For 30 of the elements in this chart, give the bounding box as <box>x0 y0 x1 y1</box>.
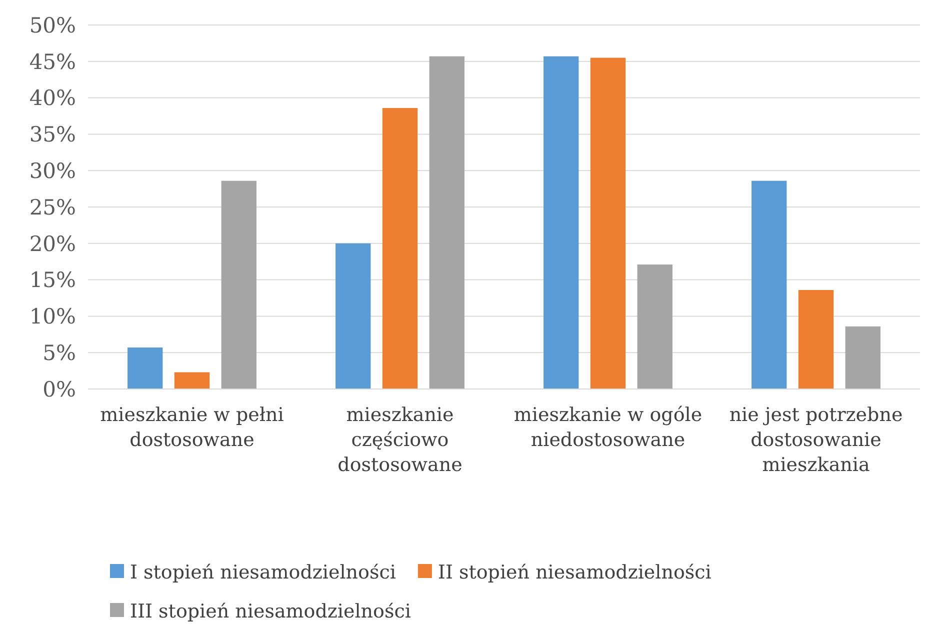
y-tick-label: 50% <box>29 13 76 38</box>
bar <box>845 326 880 389</box>
x-tick-label: mieszkanie w ogóle niedostosowane <box>514 404 702 451</box>
bar <box>752 180 787 389</box>
bar <box>128 348 163 389</box>
legend-label: I stopień niesamodzielności <box>130 562 396 584</box>
y-tick-label: 15% <box>29 268 76 292</box>
legend-label: II stopień niesamodzielności <box>438 562 712 584</box>
y-tick-label: 10% <box>29 304 76 329</box>
y-tick-label: 40% <box>29 86 76 110</box>
x-tick-label: mieszkanie w pełni dostosowane <box>100 404 284 451</box>
bar <box>544 56 579 389</box>
bar <box>221 180 256 389</box>
bar <box>382 108 418 389</box>
y-tick-label: 5% <box>42 340 76 365</box>
y-tick-label: 20% <box>29 232 76 256</box>
x-tick-label: mieszkanie częściowo dostosowane <box>338 404 462 476</box>
y-tick-label: 35% <box>29 122 76 147</box>
y-tick-label: 0% <box>42 377 76 402</box>
bar <box>637 264 672 389</box>
bar <box>336 243 371 389</box>
bar <box>174 372 210 389</box>
bar <box>429 56 464 389</box>
y-tick-label: 45% <box>29 50 76 74</box>
y-tick-label: 30% <box>29 158 76 183</box>
bar <box>590 58 626 389</box>
legend-label: III stopień niesamodzielności <box>130 600 411 623</box>
x-tick-label: nie jest potrzebne dostosowanie mieszkania <box>729 404 903 476</box>
bar <box>798 290 834 389</box>
y-tick-label: 25% <box>29 195 76 220</box>
